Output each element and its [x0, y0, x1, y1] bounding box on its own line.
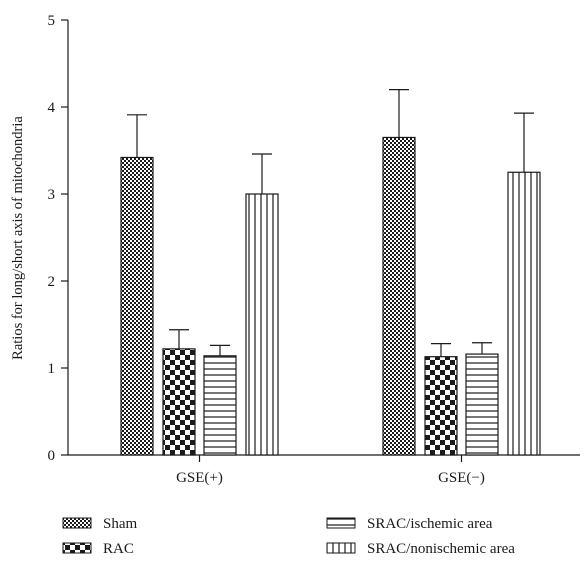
error-bars [127, 88, 534, 357]
x-tick-label: GSE(−) [438, 470, 485, 486]
bar [245, 193, 279, 456]
legend-swatch-srac-ischemic [326, 517, 356, 529]
legend-swatch-sham [62, 517, 92, 529]
bar [465, 353, 499, 456]
bar [120, 156, 154, 456]
bar [382, 136, 416, 456]
y-tick-label: 3 [48, 187, 56, 203]
y-tick-label: 5 [48, 13, 56, 29]
legend-swatch-srac-nonischemic [326, 542, 356, 554]
bars [120, 136, 541, 456]
y-tick-label: 4 [48, 100, 56, 116]
bar [162, 348, 196, 456]
legend-label-sham: Sham [103, 516, 138, 532]
y-tick-label: 1 [48, 361, 56, 377]
legend-swatch-rac [62, 542, 92, 554]
bar [507, 171, 541, 456]
x-tick-label: GSE(+) [176, 470, 223, 486]
legend-label-rac: RAC [103, 541, 134, 557]
y-axis: 0 1 2 3 4 5 [48, 13, 69, 464]
bar [203, 355, 237, 456]
bar [424, 356, 458, 456]
legend: Sham RAC SRAC/ischemic area SRAC/nonisch… [62, 516, 515, 557]
y-tick-label: 0 [48, 448, 56, 464]
legend-label-srac-nonischemic: SRAC/nonischemic area [367, 541, 515, 557]
y-axis-label: Ratios for long/short axis of mitochondr… [10, 116, 26, 360]
x-axis: GSE(+) GSE(−) [68, 454, 580, 486]
legend-label-srac-ischemic: SRAC/ischemic area [367, 516, 493, 532]
y-tick-label: 2 [48, 274, 56, 290]
